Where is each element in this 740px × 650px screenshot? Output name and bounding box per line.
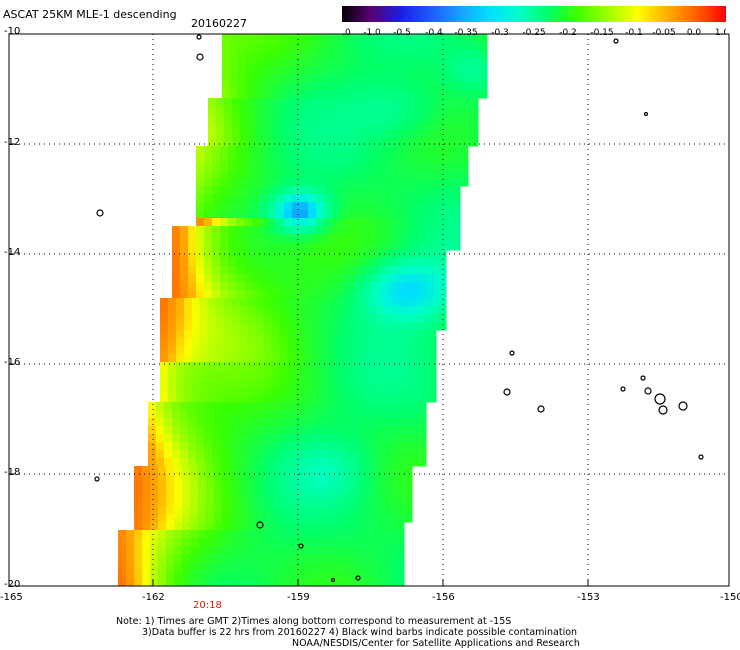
island-outline (298, 543, 304, 549)
color-scale-label: -0.3 (491, 28, 509, 36)
island-outline (355, 575, 361, 581)
lon-label: -165 (0, 592, 23, 603)
island-outline (658, 405, 668, 415)
product-date: 20160227 (191, 17, 247, 30)
island-outline (196, 53, 204, 61)
island-outline (643, 111, 649, 117)
map-frame (8, 33, 730, 587)
lat-label: -10 (4, 26, 21, 37)
note-line: Note: 1) Times are GMT 2)Times along bot… (116, 616, 512, 627)
color-scale-label: 0.0 (687, 28, 702, 36)
island-outline (613, 38, 619, 44)
color-scale-label: -0.35 (454, 28, 477, 36)
note-line: NOAA/NESDIS/Center for Satellite Applica… (292, 638, 580, 649)
island-outline (640, 375, 646, 381)
color-scale-label: -0.05 (652, 28, 675, 36)
island-outline (196, 34, 202, 40)
color-scale-label: 1.0 (715, 28, 726, 36)
island-outline (654, 393, 666, 405)
color-scale-label: -0.2 (559, 28, 577, 36)
island-outline (620, 386, 626, 392)
color-scale-label: -0.4 (425, 28, 443, 36)
footnotes: Note: 1) Times are GMT 2)Times along bot… (116, 616, 580, 649)
lat-label: -18 (4, 467, 21, 478)
color-scale-label: -0.15 (590, 28, 613, 36)
island-outline (509, 350, 515, 356)
note-line: 3)Data buffer is 22 hrs from 20160227 4)… (142, 627, 578, 638)
island-outline (94, 476, 100, 482)
island-outline (644, 387, 652, 395)
island-outline (698, 454, 704, 460)
lat-label: -20 (4, 579, 21, 590)
lat-label: -14 (4, 247, 21, 258)
lat-label: -16 (4, 357, 21, 368)
product-title: ASCAT 25KM MLE-1 descending (3, 8, 177, 21)
color-scale-label: -3.0 (342, 28, 351, 36)
lon-label: -159 (287, 592, 310, 603)
island-outline (537, 405, 545, 413)
lon-label: -150 (720, 592, 740, 603)
color-scale-label: -1.0 (363, 28, 381, 36)
color-scale-label: -0.5 (393, 28, 411, 36)
island-outline (678, 401, 688, 411)
lon-label: -162 (142, 592, 165, 603)
lon-label: -153 (577, 592, 600, 603)
color-scale-bar: -3.0 -1.0 -0.5 -0.4 -0.35 -0.3 -0.25 -0.2 -0.15 -… (342, 6, 726, 36)
lon-label: -156 (432, 592, 455, 603)
island-outline (503, 388, 511, 396)
color-scale-gradient (342, 6, 726, 22)
island-outline (330, 577, 336, 583)
island-outline (96, 209, 104, 217)
island-outline (256, 521, 264, 529)
color-scale-label: -0.25 (522, 28, 545, 36)
orbit-time-label: 20:18 (193, 600, 222, 611)
color-scale-label: -0.1 (625, 28, 643, 36)
lat-label: -12 (4, 137, 21, 148)
